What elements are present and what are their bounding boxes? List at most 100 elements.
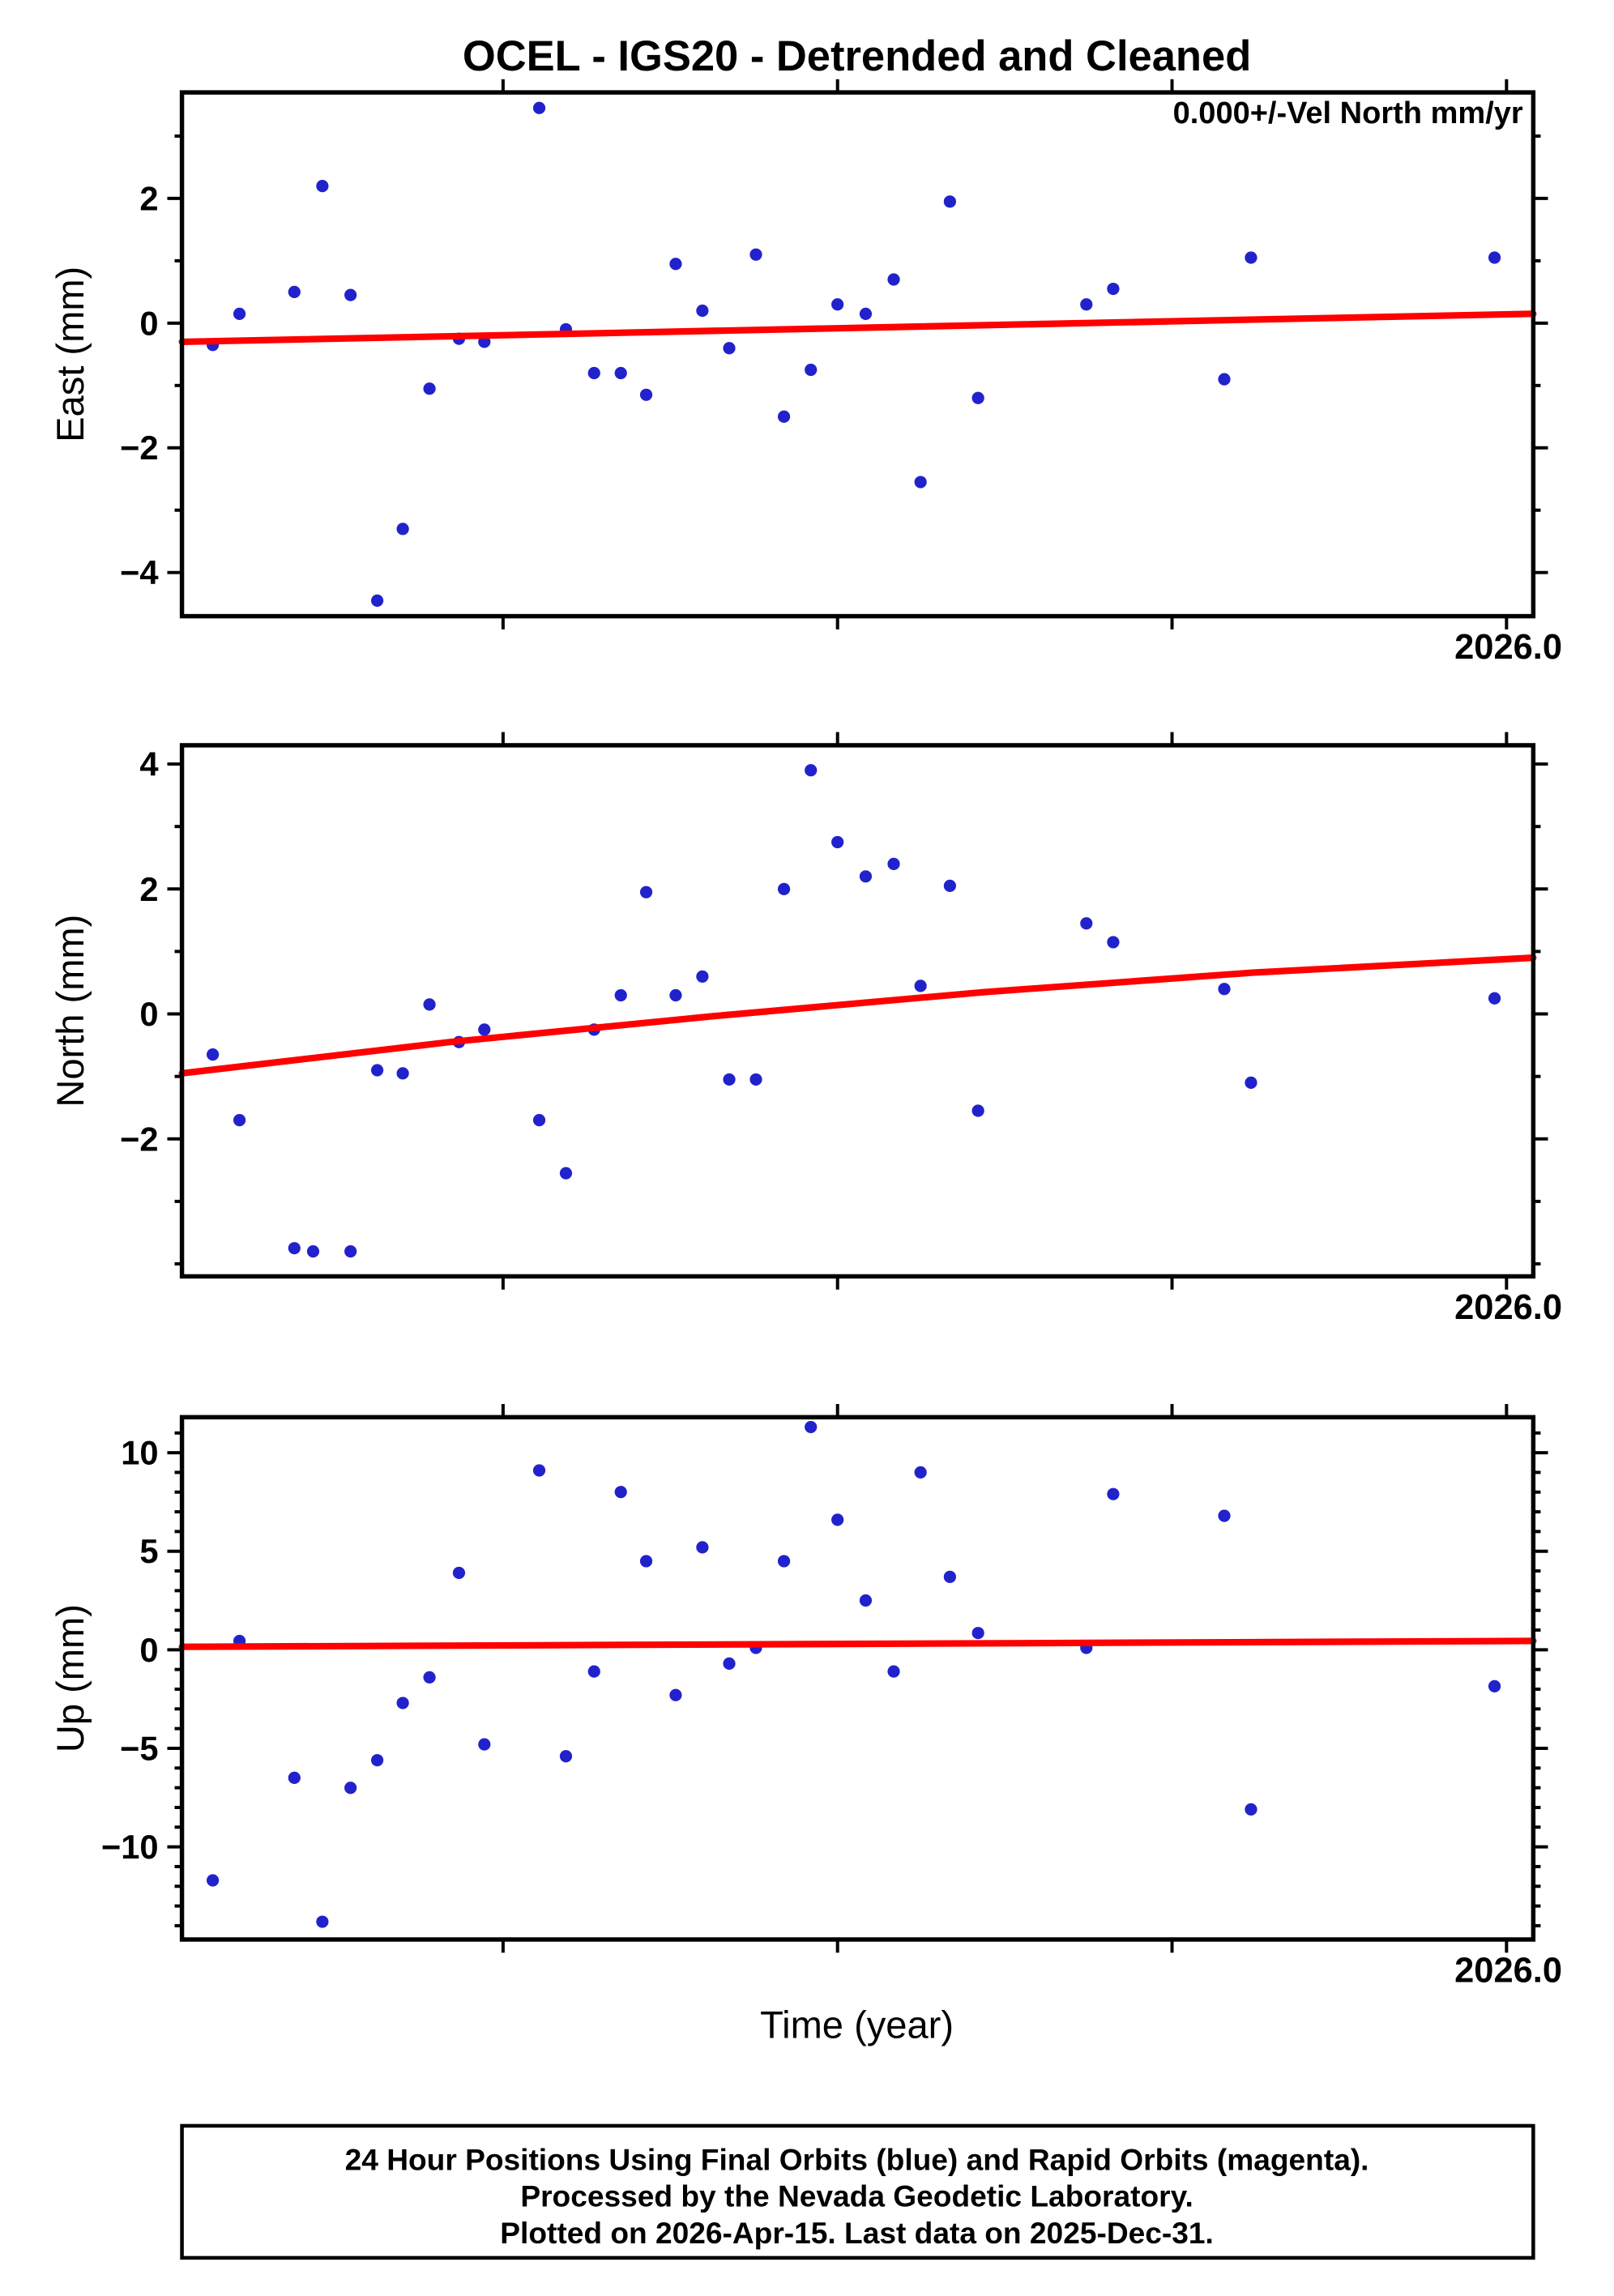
data-point — [639, 388, 653, 401]
y-tick-label: 10 — [121, 1434, 158, 1472]
data-point — [370, 594, 384, 607]
data-point — [943, 879, 956, 893]
data-points — [206, 1420, 1501, 1928]
data-point — [887, 273, 900, 286]
data-point — [306, 1245, 320, 1258]
x-end-label-east: 2026.0 — [1454, 628, 1562, 667]
data-point — [1245, 1803, 1257, 1816]
panel-east: 2 0 −2 −4 — [120, 79, 1548, 629]
footer-line-3: Plotted on 2026-Apr-15. Last data on 202… — [500, 2216, 1214, 2250]
data-point — [669, 258, 682, 271]
data-point — [887, 857, 900, 871]
y-axis-label-east: East (mm) — [49, 267, 92, 442]
y-tick-label: 0 — [139, 304, 158, 342]
y-tick-labels: 10 5 0 −5 −10 — [101, 1434, 159, 1867]
data-point — [859, 870, 873, 883]
data-point — [971, 391, 984, 404]
data-point — [559, 1750, 573, 1763]
y-tick-label: −2 — [120, 429, 158, 467]
data-point — [1488, 251, 1501, 264]
data-points — [206, 101, 1501, 607]
data-point — [914, 1466, 927, 1479]
data-point — [316, 1915, 329, 1928]
panel-frame — [179, 743, 1536, 1279]
y-axis-label-up: Up (mm) — [49, 1604, 92, 1752]
data-point — [1245, 1076, 1257, 1090]
data-point — [396, 1696, 409, 1709]
panel-frame — [179, 90, 1536, 619]
data-point — [723, 1073, 736, 1086]
data-point — [532, 1464, 546, 1477]
data-point — [532, 1113, 546, 1127]
data-point — [587, 1665, 600, 1678]
footer-box: 24 Hour Positions Using Final Orbits (bl… — [180, 2123, 1535, 2260]
data-point — [749, 1073, 762, 1086]
data-point — [831, 835, 844, 849]
data-point — [423, 382, 436, 395]
axis-ticks — [167, 79, 1548, 629]
y-tick-label: 4 — [139, 745, 158, 783]
data-point — [914, 979, 927, 992]
data-point — [1488, 1679, 1501, 1693]
data-point — [777, 1555, 791, 1568]
data-point — [288, 1771, 301, 1785]
data-point — [233, 1113, 246, 1127]
axis-ticks — [167, 1403, 1548, 1953]
data-point — [423, 998, 436, 1011]
data-point — [423, 1671, 436, 1684]
data-point — [696, 304, 709, 318]
y-tick-label: 5 — [139, 1532, 158, 1570]
data-point — [805, 1420, 818, 1434]
data-point — [859, 1594, 873, 1607]
data-point — [1107, 936, 1120, 949]
data-point — [943, 1570, 956, 1583]
data-point — [669, 1688, 682, 1701]
trend-line — [178, 954, 1537, 1077]
data-point — [669, 988, 682, 1002]
data-point — [639, 886, 653, 898]
data-point — [971, 1627, 984, 1640]
data-point — [614, 1486, 627, 1499]
data-point — [532, 101, 546, 114]
chart-title: OCEL - IGS20 - Detrended and Cleaned — [463, 32, 1251, 80]
data-point — [887, 1665, 900, 1678]
data-point — [723, 1657, 736, 1670]
panel-frame — [179, 1415, 1536, 1942]
data-point — [452, 1566, 466, 1580]
trend-line — [178, 1637, 1537, 1650]
data-point — [914, 476, 927, 489]
data-point — [1080, 298, 1093, 311]
x-axis-label: Time (year) — [760, 2003, 954, 2046]
data-point — [370, 1754, 384, 1767]
data-point — [639, 1555, 653, 1568]
y-tick-label: −5 — [120, 1729, 158, 1767]
data-point — [723, 342, 736, 355]
data-point — [749, 248, 762, 261]
y-tick-label: 2 — [139, 179, 158, 217]
data-point — [1218, 983, 1231, 996]
data-point — [288, 1242, 301, 1255]
y-tick-label: −2 — [120, 1120, 158, 1158]
data-point — [696, 1541, 709, 1554]
footer-border — [180, 2123, 1535, 2260]
data-point — [777, 410, 791, 423]
data-point — [614, 366, 627, 380]
x-end-label-up: 2026.0 — [1454, 1951, 1562, 1990]
panel-up: 10 5 0 −5 −10 — [101, 1403, 1548, 1953]
data-point — [777, 882, 791, 895]
footer-line-1: 24 Hour Positions Using Final Orbits (bl… — [345, 2142, 1369, 2176]
data-point — [805, 764, 818, 777]
data-point — [831, 298, 844, 311]
data-point — [1218, 1509, 1231, 1522]
y-axis-label-north: North (mm) — [49, 915, 92, 1107]
data-point — [370, 1064, 384, 1077]
data-point — [805, 363, 818, 377]
data-point — [344, 1245, 357, 1258]
data-point — [831, 1513, 844, 1526]
data-point — [859, 307, 873, 320]
data-point — [206, 1874, 220, 1887]
data-point — [1488, 992, 1501, 1005]
velocity-annotation: 0.000+/-Vel North mm/yr — [1173, 96, 1523, 130]
